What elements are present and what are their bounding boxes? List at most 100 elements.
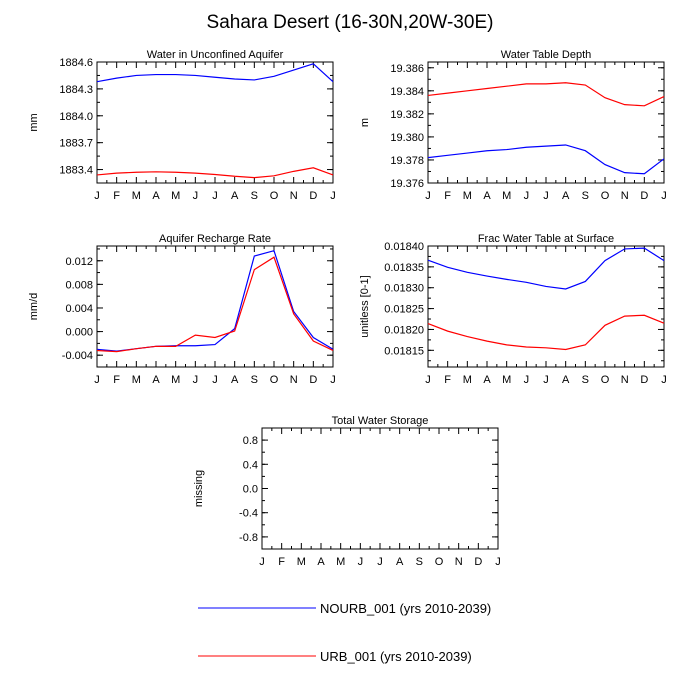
- x-tick-label: F: [113, 190, 120, 202]
- y-tick-label: 19.386: [390, 63, 424, 75]
- legend-label: URB_001 (yrs 2010-2039): [320, 649, 472, 664]
- panel-title: Total Water Storage: [332, 415, 429, 427]
- y-tick-label: 0.004: [65, 303, 93, 315]
- y-tick-label: 19.376: [390, 178, 424, 190]
- x-tick-label: J: [524, 190, 530, 202]
- series-line-nourb: [427, 247, 665, 290]
- x-tick-label: A: [231, 374, 239, 386]
- y-axis-label: mm/d: [28, 293, 40, 321]
- x-tick-label: N: [621, 190, 629, 202]
- y-tick-label: 0.01830: [384, 283, 424, 295]
- x-tick-label: M: [336, 556, 345, 568]
- series-line-nourb: [96, 249, 334, 352]
- y-tick-label: 0.01815: [384, 345, 424, 357]
- chart-panel-4: Frac Water Table at Surface unitless [0-1…: [359, 233, 667, 386]
- y-tick-label: 0.0: [243, 484, 258, 496]
- y-tick-label: 19.384: [390, 86, 424, 98]
- y-tick-label: 0.012: [65, 256, 93, 268]
- y-tick-label: 0.01820: [384, 324, 424, 336]
- figure-title: Sahara Desert (16-30N,20W-30E): [206, 12, 494, 33]
- x-tick-label: M: [171, 190, 180, 202]
- panel-title: Water in Unconfined Aquifer: [147, 49, 284, 61]
- x-tick-label: O: [601, 190, 610, 202]
- series-line-urb: [427, 82, 665, 107]
- x-tick-label: F: [113, 374, 120, 386]
- x-tick-label: A: [152, 374, 160, 386]
- x-tick-label: F: [444, 374, 451, 386]
- y-tick-label: 1883.7: [59, 138, 93, 150]
- x-tick-label: M: [502, 190, 511, 202]
- y-tick-label: -0.8: [239, 532, 258, 544]
- y-tick-label: 19.382: [390, 109, 424, 121]
- legend-label: NOURB_001 (yrs 2010-2039): [320, 601, 491, 616]
- legend-entry-nourb: NOURB_001 (yrs 2010-2039): [198, 601, 491, 616]
- x-tick-label: J: [543, 190, 549, 202]
- panel-title: Aquifer Recharge Rate: [159, 233, 271, 245]
- x-tick-label: A: [562, 374, 570, 386]
- x-tick-label: J: [212, 374, 218, 386]
- x-tick-label: D: [309, 190, 317, 202]
- series-line-nourb: [427, 144, 665, 175]
- y-tick-label: 1884.3: [59, 84, 93, 96]
- x-tick-label: A: [483, 374, 491, 386]
- x-tick-label: D: [474, 556, 482, 568]
- x-tick-label: A: [317, 556, 325, 568]
- x-tick-label: S: [582, 374, 589, 386]
- y-axis-label: missing: [193, 470, 205, 507]
- x-tick-label: J: [425, 190, 431, 202]
- x-tick-label: N: [455, 556, 463, 568]
- y-tick-label: -0.004: [62, 350, 93, 362]
- x-tick-label: N: [621, 374, 629, 386]
- x-tick-label: A: [231, 190, 239, 202]
- x-tick-label: S: [416, 556, 423, 568]
- x-tick-label: J: [661, 190, 667, 202]
- x-tick-label: M: [463, 190, 472, 202]
- y-axis-label: m: [359, 118, 371, 127]
- x-tick-label: O: [435, 556, 444, 568]
- x-tick-label: M: [463, 374, 472, 386]
- x-tick-label: D: [640, 374, 648, 386]
- x-tick-label: J: [377, 556, 383, 568]
- x-tick-label: M: [132, 190, 141, 202]
- x-tick-label: J: [212, 190, 218, 202]
- x-tick-label: J: [330, 374, 336, 386]
- series-line-urb: [96, 256, 334, 353]
- series-line-urb: [427, 314, 665, 351]
- x-tick-label: J: [94, 190, 100, 202]
- x-tick-label: J: [193, 190, 199, 202]
- x-tick-label: M: [171, 374, 180, 386]
- x-tick-label: J: [661, 374, 667, 386]
- x-tick-label: O: [270, 374, 279, 386]
- x-tick-label: A: [152, 190, 160, 202]
- y-tick-label: -0.4: [239, 508, 258, 520]
- x-tick-label: O: [270, 190, 279, 202]
- y-tick-label: 1884.6: [59, 57, 93, 69]
- y-tick-label: 19.380: [390, 132, 424, 144]
- x-tick-label: J: [94, 374, 100, 386]
- series-line-urb: [96, 167, 334, 179]
- x-tick-label: N: [290, 374, 298, 386]
- x-tick-label: A: [396, 556, 404, 568]
- x-tick-label: M: [132, 374, 141, 386]
- y-tick-label: 1884.0: [59, 111, 93, 123]
- x-tick-label: O: [601, 374, 610, 386]
- plot-frame: [427, 61, 665, 184]
- y-axis-label: unitless [0-1]: [359, 275, 371, 337]
- x-tick-label: N: [290, 190, 298, 202]
- y-tick-label: 0.000: [65, 327, 93, 339]
- x-tick-label: A: [483, 190, 491, 202]
- x-tick-label: F: [444, 190, 451, 202]
- x-tick-label: M: [297, 556, 306, 568]
- x-tick-label: A: [562, 190, 570, 202]
- x-tick-label: D: [640, 190, 648, 202]
- legend-entry-urb: URB_001 (yrs 2010-2039): [198, 649, 472, 664]
- x-tick-label: J: [425, 374, 431, 386]
- x-tick-label: J: [330, 190, 336, 202]
- y-tick-label: 0.4: [243, 459, 258, 471]
- y-tick-label: 19.378: [390, 155, 424, 167]
